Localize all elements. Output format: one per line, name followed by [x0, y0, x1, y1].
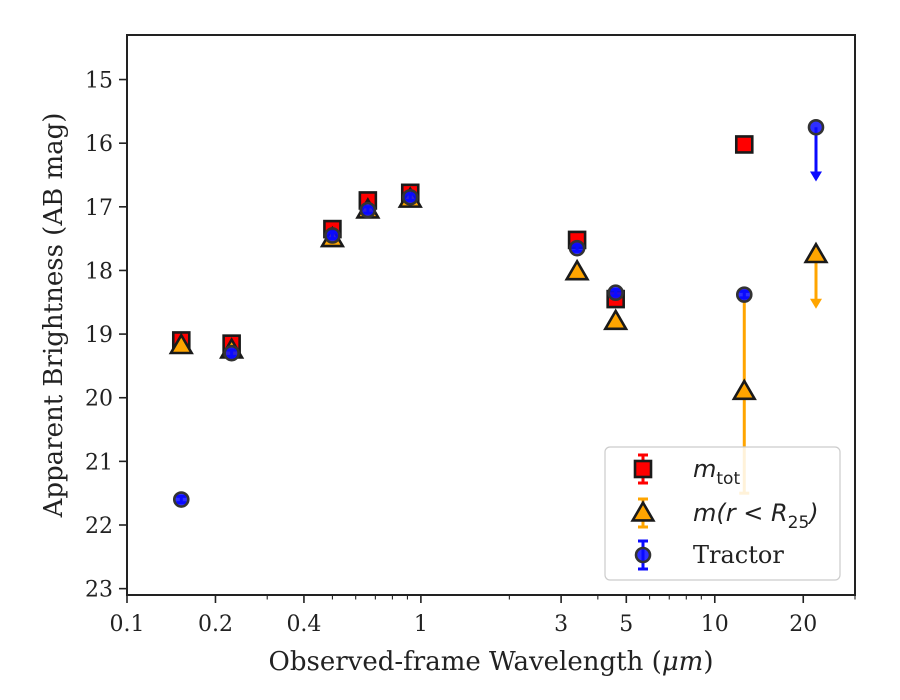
- x-axis-label-suffix: ): [703, 647, 713, 677]
- x-axis-label-unit: μm: [662, 647, 704, 677]
- axis-ticks: 0.1 0.2 0.4 1 3 5 10 20 15 16 17 18 19 20 21 22 23: [85, 69, 856, 637]
- y-tick-label: 16: [85, 132, 113, 157]
- y-tick-label: 17: [85, 196, 113, 221]
- upper-limit-arrow: [809, 298, 822, 309]
- legend-mtot-sub: tot: [716, 469, 740, 489]
- y-tick-label: 15: [85, 69, 113, 94]
- data-point-tractor: [807, 118, 825, 136]
- data-point-tractor: [568, 239, 586, 257]
- x-tick-label: 10: [701, 612, 729, 637]
- legend-box: [604, 446, 841, 581]
- legend-marker-circle: [634, 546, 652, 564]
- y-tick-label: 22: [85, 514, 113, 539]
- plot-area: [168, 118, 829, 508]
- data-point-tractor: [223, 344, 240, 362]
- data-point-mr25: [603, 308, 629, 331]
- x-tick-label: 5: [619, 612, 633, 637]
- y-tick-label: 19: [85, 323, 113, 348]
- y-tick-label: 21: [85, 450, 113, 475]
- data-point-mtot: [734, 135, 754, 154]
- x-tick-label: 0.1: [110, 612, 145, 637]
- x-axis-label: Observed-frame Wavelength (μm): [269, 647, 714, 677]
- data-point-tractor: [607, 284, 624, 302]
- data-point-tractor: [359, 201, 377, 219]
- x-tick-label: 1: [414, 612, 428, 637]
- legend-markers: [630, 453, 656, 571]
- series-square: [171, 135, 754, 353]
- data-point-mr25: [803, 241, 829, 264]
- x-tick-label: 3: [554, 612, 568, 637]
- x-axis-label-prefix: Observed-frame Wavelength (: [269, 647, 662, 677]
- legend-mr25-main: m(r < R: [693, 499, 788, 527]
- x-tick-label: 0.4: [286, 612, 321, 637]
- plot-frame: [126, 34, 856, 596]
- data-point-tractor: [735, 286, 753, 303]
- legend-entry-mtot: mtot: [693, 455, 740, 489]
- y-axis-label: Apparent Brightness (AB mag): [39, 113, 69, 519]
- legend-marker-triangle: [630, 500, 656, 522]
- legend-mtot-main: m: [693, 455, 716, 483]
- legend-entry-mr25: m(r < R25): [693, 499, 819, 533]
- y-tick-label: 20: [85, 387, 113, 412]
- y-tick-label: 18: [85, 259, 113, 284]
- legend: mtot m(r < R25) Tractor: [604, 446, 841, 581]
- series-circle: [172, 118, 825, 508]
- legend-mr25-sub: 25: [788, 513, 810, 533]
- x-tick-label: 20: [789, 612, 817, 637]
- y-tick-label: 23: [85, 578, 113, 603]
- data-point-mr25: [168, 332, 194, 355]
- data-point-tractor: [401, 188, 419, 206]
- legend-entry-tractor: Tractor: [693, 541, 784, 569]
- data-point-tractor: [324, 227, 341, 244]
- upper-limit-arrow: [809, 171, 822, 182]
- x-tick-label: 0.2: [198, 612, 233, 637]
- legend-mr25-close: ): [807, 499, 818, 527]
- data-point-tractor: [172, 491, 190, 508]
- legend-marker-square: [633, 459, 653, 479]
- data-point-mr25: [731, 378, 757, 401]
- data-point-mr25: [564, 258, 590, 281]
